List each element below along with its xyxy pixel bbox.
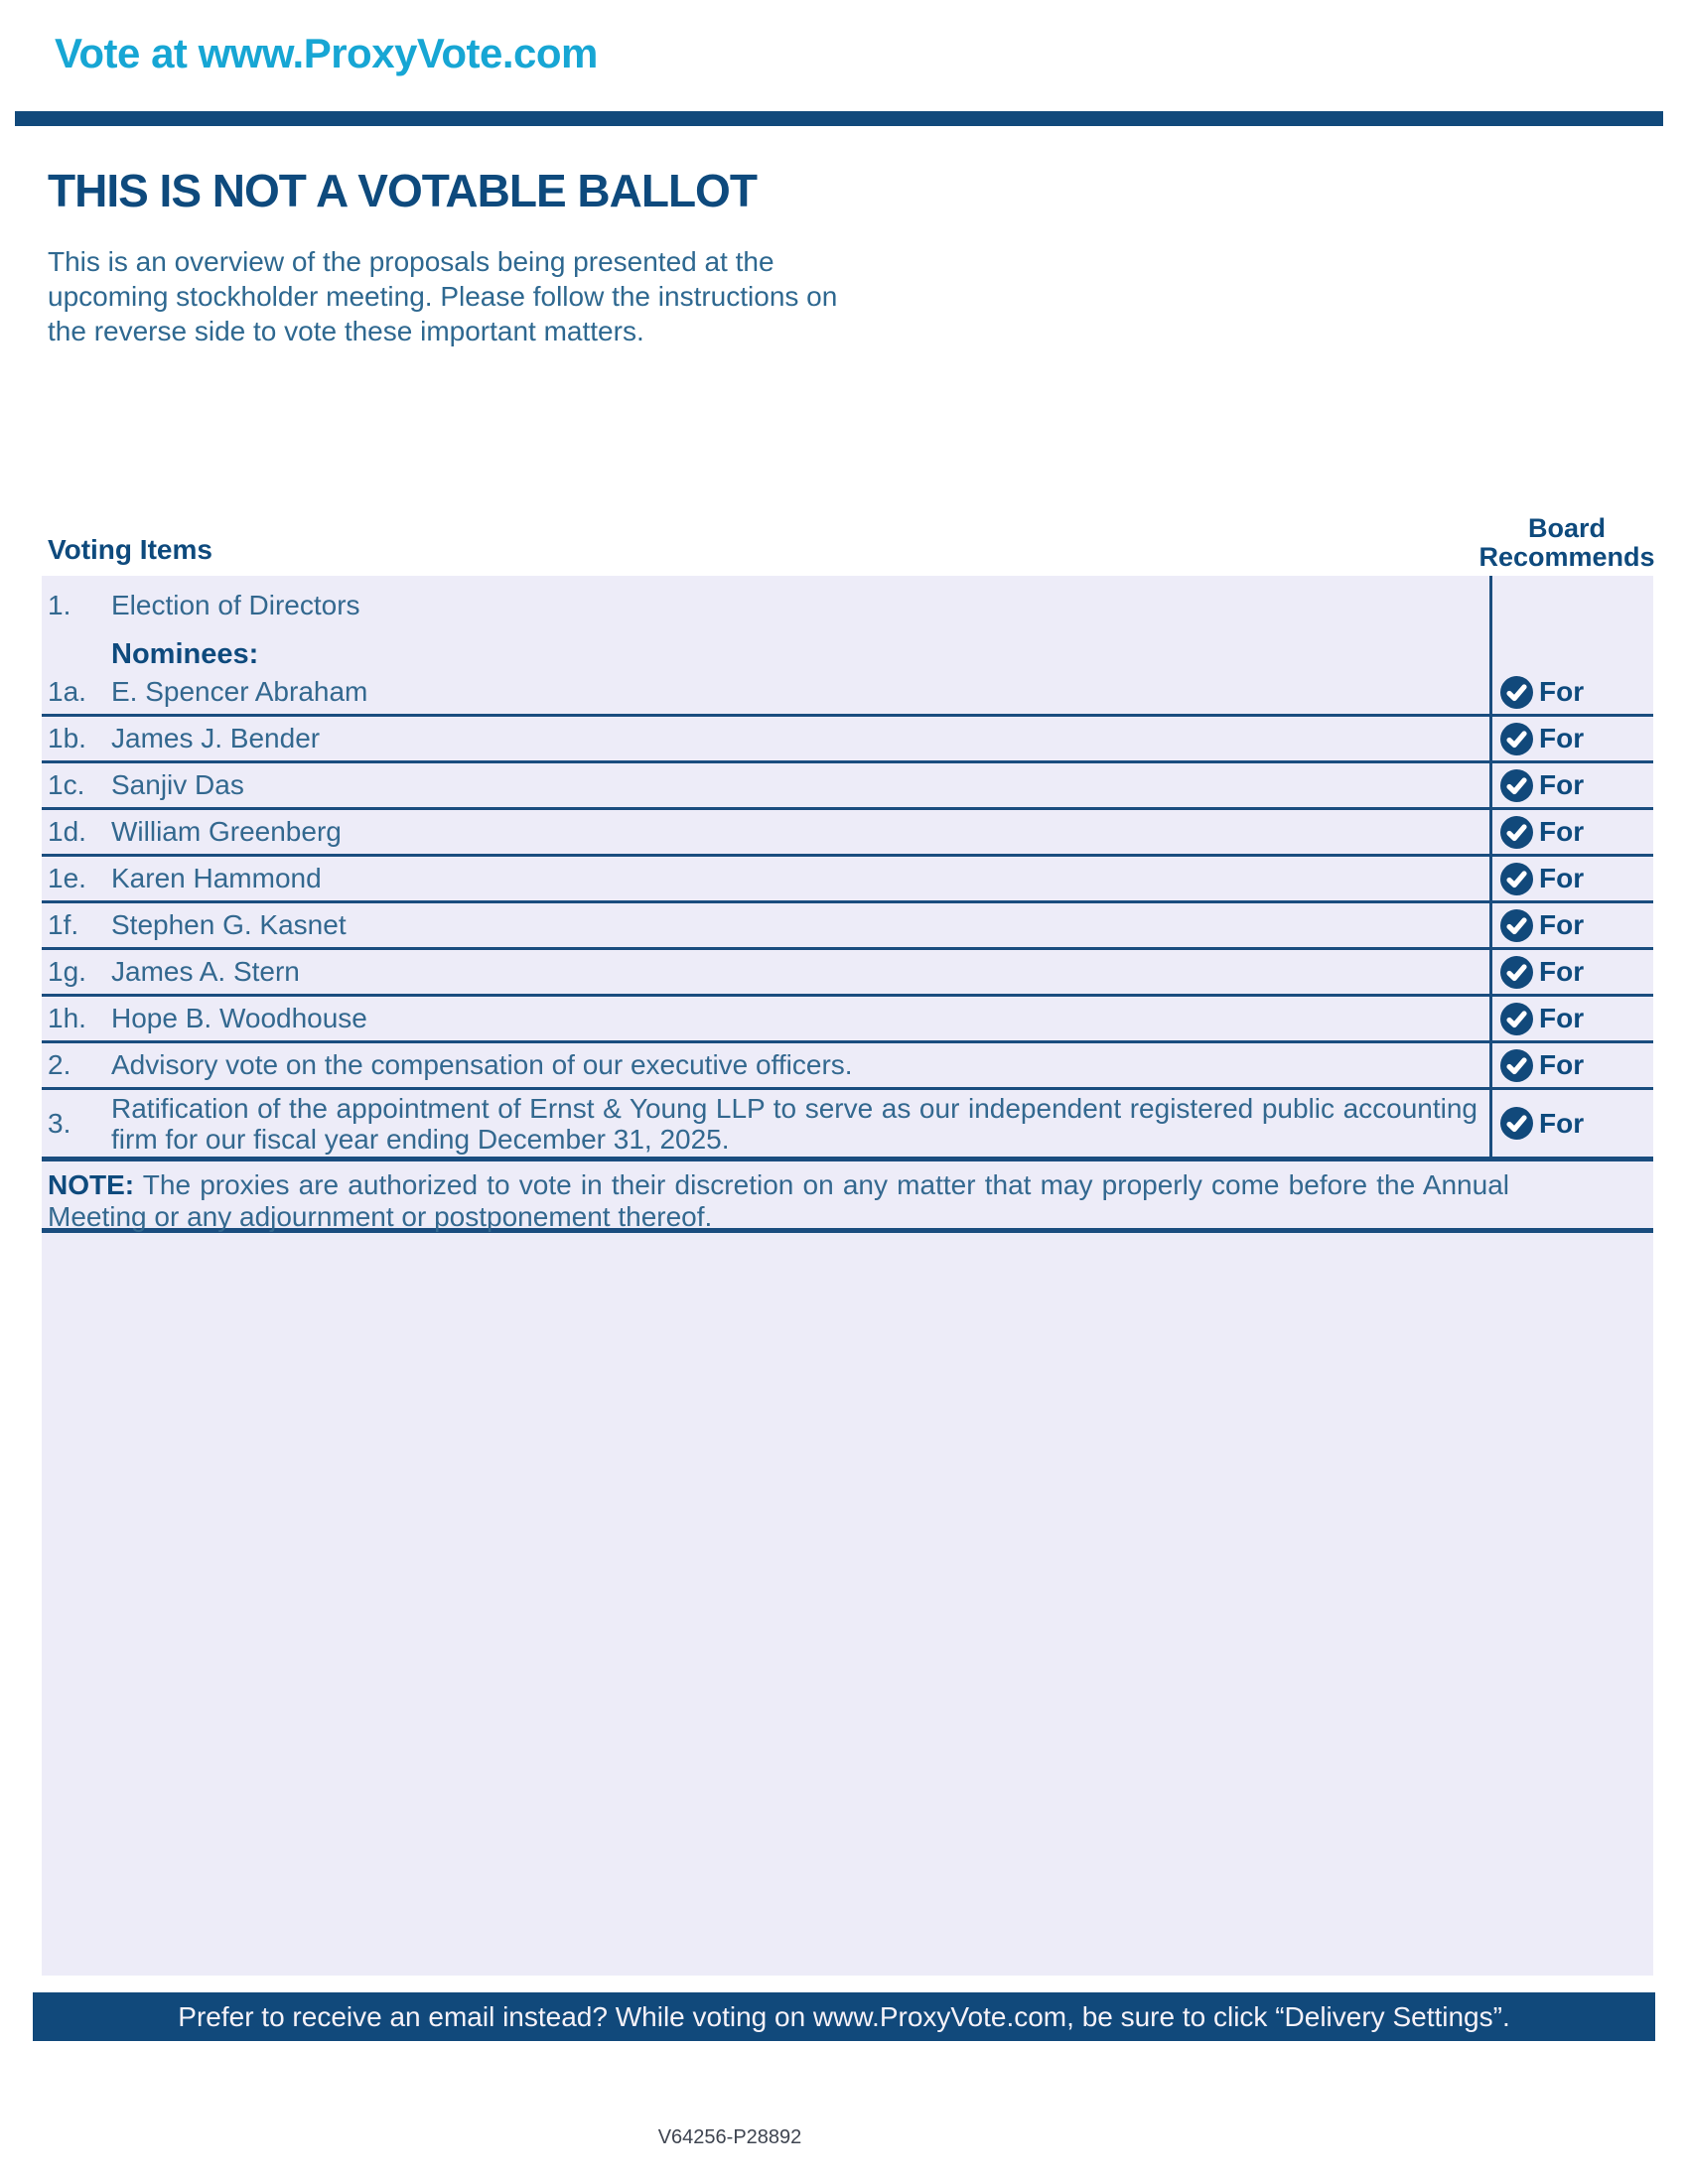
row-label: Advisory vote on the compensation of our… (111, 1049, 853, 1080)
row-label: E. Spencer Abraham (111, 676, 368, 707)
proposal-cell: 1b. James J. Bender (42, 717, 1489, 760)
checkmark-circle-icon (1500, 768, 1533, 802)
row-label: Hope B. Woodhouse (111, 1003, 367, 1033)
row-label: Election of Directors (111, 590, 360, 620)
email-delivery-banner: Prefer to receive an email instead? Whil… (33, 1992, 1655, 2041)
row-label: Karen Hammond (111, 863, 322, 893)
recommendation-label: For (1539, 1003, 1585, 1033)
checkmark-circle-icon (1500, 1048, 1533, 1082)
table-row: 1d. William Greenberg For (42, 810, 1653, 857)
not-votable-heading: THIS IS NOT A VOTABLE BALLOT (48, 165, 758, 216)
recommendation-label: For (1539, 956, 1585, 987)
table-row: 1a. E. Spencer Abraham For (42, 670, 1653, 717)
page-title: Vote at www.ProxyVote.com (55, 30, 598, 76)
row-number: 1c. (48, 769, 85, 800)
table-row: 3. Ratification of the appointment of Er… (42, 1090, 1653, 1161)
checkmark-circle-icon (1500, 1107, 1533, 1140)
board-recommendation-cell: For (1489, 997, 1653, 1040)
intro-line: This is an overview of the proposals bei… (48, 246, 774, 277)
voting-items-table: 1. Election of Directors Nominees: 1a. E… (42, 576, 1653, 1976)
row-number: 1h. (48, 1003, 86, 1033)
board-recommendation-cell: For (1489, 1043, 1653, 1087)
row-number: 1g. (48, 956, 86, 987)
note-row: NOTE: The proxies are authorized to vote… (42, 1161, 1653, 1233)
proposal-cell: 1d. William Greenberg (42, 810, 1489, 854)
board-recommendation-cell (1489, 576, 1653, 670)
intro-line: upcoming stockholder meeting. Please fol… (48, 281, 838, 312)
voting-items-column-header: Voting Items (48, 534, 212, 565)
row-label: Stephen G. Kasnet (111, 909, 347, 940)
board-recommendation-cell: For (1489, 903, 1653, 947)
board-recommendation-cell: For (1489, 763, 1653, 807)
row-label: William Greenberg (111, 816, 342, 847)
recommendation-label: For (1539, 1107, 1585, 1139)
proposal-cell: 3. Ratification of the appointment of Er… (42, 1090, 1489, 1157)
checkmark-circle-icon (1500, 955, 1533, 989)
row-number: 2. (48, 1049, 71, 1080)
row-number: 1. (48, 590, 71, 620)
proposal-cell: 2. Advisory vote on the compensation of … (42, 1043, 1489, 1087)
recommendation-label: For (1539, 816, 1585, 847)
recommendation-label: For (1539, 769, 1585, 800)
board-recommends-line: Board (1527, 513, 1606, 543)
board-recommendation-cell: For (1489, 810, 1653, 854)
row-number: 1e. (48, 863, 86, 893)
recommendation-label: For (1539, 1049, 1585, 1080)
row-label: Ratification of the appointment of Ernst… (111, 1092, 1477, 1155)
board-recommendation-cell: For (1489, 857, 1653, 900)
proposal-cell: 1g. James A. Stern (42, 950, 1489, 994)
row-number: 1a. (48, 676, 86, 707)
checkmark-circle-icon (1500, 815, 1533, 849)
note-label: NOTE: (48, 1169, 135, 1200)
table-row: 1h. Hope B. Woodhouse For (42, 997, 1653, 1043)
table-row: 2. Advisory vote on the compensation of … (42, 1043, 1653, 1090)
table-row: 1. Election of Directors Nominees: (42, 576, 1653, 670)
board-recommendation-cell: For (1489, 670, 1653, 714)
checkmark-circle-icon (1500, 862, 1533, 895)
proposal-cell: 1c. Sanjiv Das (42, 763, 1489, 807)
banner-text: Prefer to receive an email instead? Whil… (178, 2000, 1510, 2032)
row-number: 1f. (48, 909, 79, 940)
checkmark-circle-icon (1500, 722, 1533, 755)
nominees-label: Nominees: (111, 638, 259, 670)
table-row: 1b. James J. Bender For (42, 717, 1653, 763)
note-paragraph: NOTE: The proxies are authorized to vote… (42, 1161, 1509, 1232)
row-number: 1d. (48, 816, 86, 847)
document-control-number: V64256-P28892 (657, 2126, 802, 2148)
proposal-cell: 1h. Hope B. Woodhouse (42, 997, 1489, 1040)
board-recommendation-cell: For (1489, 717, 1653, 760)
row-number: 3. (48, 1107, 71, 1139)
checkmark-circle-icon (1500, 908, 1533, 942)
table-row: 1c. Sanjiv Das For (42, 763, 1653, 810)
row-label: James A. Stern (111, 956, 300, 987)
note-body: The proxies are authorized to vote in th… (48, 1169, 1509, 1232)
proposal-cell: 1e. Karen Hammond (42, 857, 1489, 900)
table-row: 1e. Karen Hammond For (42, 857, 1653, 903)
proposal-cell: 1f. Stephen G. Kasnet (42, 903, 1489, 947)
proposal-cell: 1a. E. Spencer Abraham (42, 670, 1489, 714)
board-recommendation-cell: For (1489, 950, 1653, 994)
checkmark-circle-icon (1500, 675, 1533, 709)
intro-line: the reverse side to vote these important… (48, 316, 644, 346)
row-number: 1b. (48, 723, 86, 753)
proposal-cell: 1. Election of Directors Nominees: (42, 576, 1489, 670)
table-row: 1g. James A. Stern For (42, 950, 1653, 997)
table-row: 1f. Stephen G. Kasnet For (42, 903, 1653, 950)
row-label: Sanjiv Das (111, 769, 244, 800)
recommendation-label: For (1539, 909, 1585, 940)
recommendation-label: For (1539, 723, 1585, 753)
intro-paragraph: This is an overview of the proposals bei… (48, 244, 837, 348)
recommendation-label: For (1539, 676, 1585, 707)
header-divider-bar (15, 111, 1663, 126)
board-recommends-column-header: Board Recommends (1477, 514, 1656, 572)
board-recommendation-cell: For (1489, 1090, 1653, 1157)
row-label: James J. Bender (111, 723, 321, 753)
empty-panel-area (42, 1233, 1653, 1976)
recommendation-label: For (1539, 863, 1585, 893)
board-recommends-line: Recommends (1478, 542, 1655, 572)
checkmark-circle-icon (1500, 1002, 1533, 1035)
